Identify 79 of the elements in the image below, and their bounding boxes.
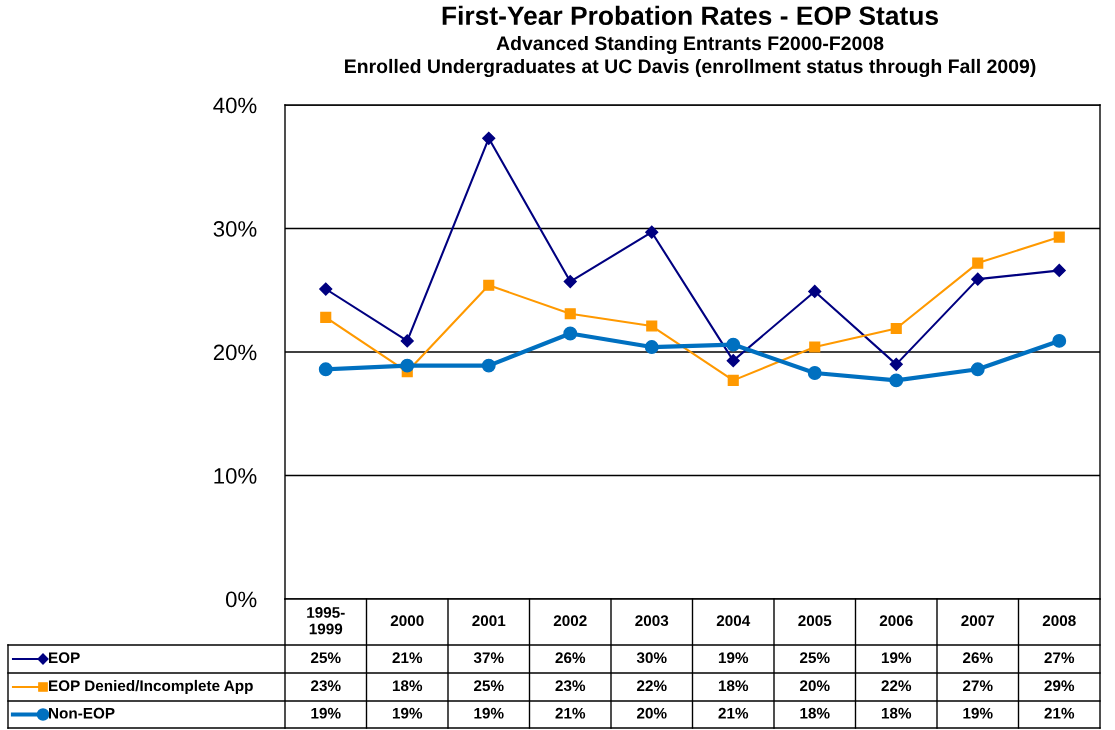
data-label: 19% <box>963 707 993 719</box>
x-tick-label: 1995- 1999 <box>307 607 345 635</box>
point <box>970 362 985 377</box>
point <box>564 308 576 320</box>
data-label: 18% <box>392 680 423 692</box>
point <box>483 279 495 291</box>
point <box>400 358 415 373</box>
data-label: 30% <box>636 652 667 664</box>
y-tick-label: 30% <box>213 221 257 237</box>
data-label: 21% <box>555 707 586 719</box>
legend-label: Non-EOP <box>49 707 115 719</box>
point <box>972 257 984 269</box>
data-label: 23% <box>555 680 586 692</box>
point <box>645 225 659 239</box>
point <box>1052 333 1067 348</box>
data-label: 23% <box>310 680 341 692</box>
point <box>727 374 739 386</box>
point <box>971 272 985 286</box>
point <box>318 362 333 377</box>
x-tick-label: 2002 <box>553 615 587 627</box>
data-label: 37% <box>473 652 504 664</box>
data-label: 20% <box>636 707 667 719</box>
data-label: 26% <box>962 652 993 664</box>
point <box>482 131 496 145</box>
data-label: 25% <box>310 652 341 664</box>
data-label: 21% <box>1044 707 1075 719</box>
data-label: 18% <box>800 707 830 719</box>
x-tick-label: 2001 <box>472 615 506 627</box>
point <box>1052 263 1066 278</box>
point <box>807 366 822 380</box>
data-label: 25% <box>473 680 504 692</box>
point <box>889 357 903 371</box>
data-label: 20% <box>799 680 830 692</box>
data-label: 26% <box>555 652 586 664</box>
legend-label: EOP <box>49 652 80 664</box>
point <box>644 340 659 355</box>
data-label: 18% <box>718 680 749 692</box>
x-tick-label: 2008 <box>1042 615 1076 627</box>
chart-title: First-Year Probation Rates - EOP Status <box>442 5 938 26</box>
legend-label: EOP Denied/Incomplete App <box>49 679 253 695</box>
point <box>563 275 577 289</box>
point <box>890 322 902 335</box>
point <box>400 334 414 348</box>
point <box>319 282 333 296</box>
point <box>809 341 821 353</box>
data-label: 27% <box>962 680 993 692</box>
data-label: 27% <box>1044 652 1075 664</box>
point <box>808 284 822 299</box>
point <box>481 358 496 373</box>
y-tick-label: 0% <box>225 591 257 608</box>
point <box>563 326 578 341</box>
data-label: 21% <box>392 652 423 664</box>
data-label: 22% <box>636 680 667 692</box>
data-label: 19% <box>392 707 423 719</box>
x-tick-label: 2004 <box>716 615 751 627</box>
data-label: 19% <box>718 652 749 664</box>
point <box>320 311 332 323</box>
x-tick-label: 2006 <box>879 615 913 627</box>
data-label: 19% <box>311 707 341 719</box>
point <box>726 354 740 368</box>
y-tick-label: 10% <box>214 468 257 484</box>
point <box>646 320 658 332</box>
data-label: 25% <box>799 652 830 664</box>
data-label: 21% <box>718 707 749 719</box>
y-tick-label: 20% <box>213 344 257 361</box>
x-tick-label: 2000 <box>390 615 424 627</box>
chart-subtitle: Advanced Standing Entrants F2000-F2008 Enrolled Undergraduates at UC Davis (enrollment status through Fall 2009) <box>345 35 1036 78</box>
data-label: 22% <box>881 680 912 692</box>
data-label: 19% <box>881 652 912 664</box>
data-label: 19% <box>474 707 504 719</box>
point <box>1053 231 1065 243</box>
x-tick-label: 2007 <box>961 615 995 627</box>
x-tick-label: 2003 <box>635 615 669 627</box>
data-label: 29% <box>1044 680 1075 692</box>
data-label: 18% <box>881 707 912 719</box>
point <box>726 337 741 352</box>
y-tick-label: 40% <box>213 97 257 114</box>
x-tick-label: 2005 <box>798 615 832 627</box>
point <box>889 373 904 388</box>
